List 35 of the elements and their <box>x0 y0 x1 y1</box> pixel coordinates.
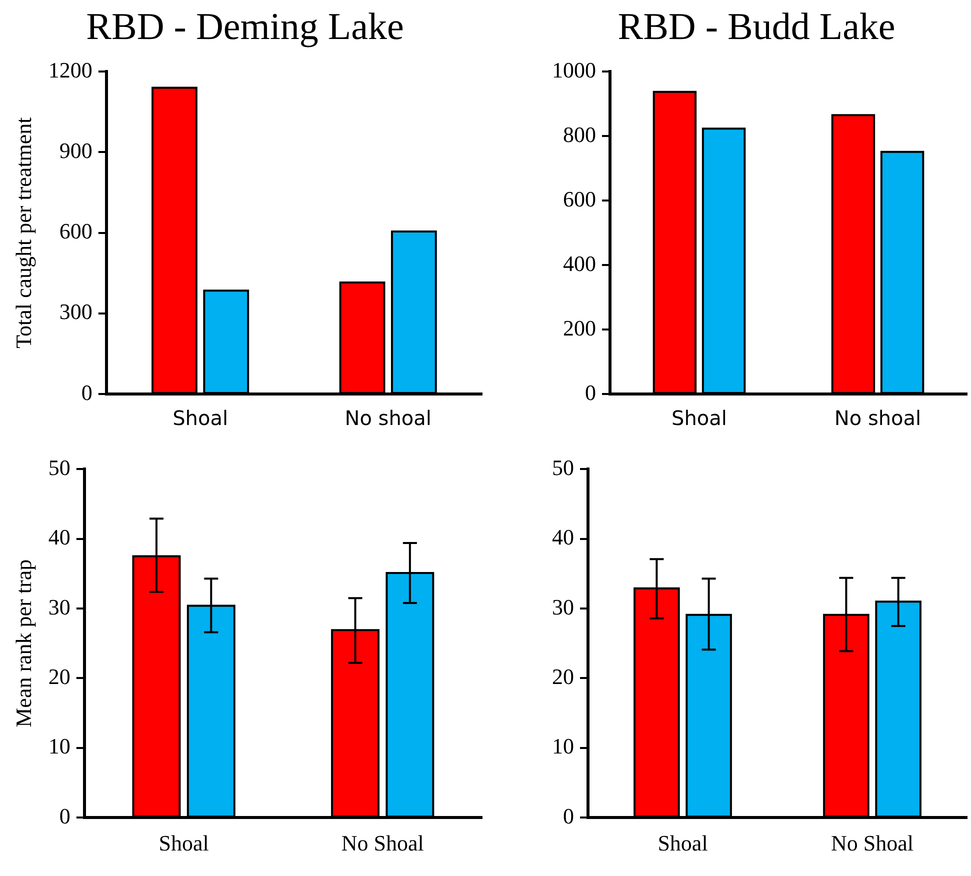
y-tick-label: 1200 <box>48 57 92 82</box>
y-tick-label: 0 <box>81 380 92 405</box>
y-tick-label: 600 <box>563 186 596 212</box>
y-tick-label: 300 <box>59 299 92 324</box>
y-tick-label: 30 <box>48 594 70 620</box>
y-tick-label: 40 <box>48 524 70 550</box>
y-tick-label: 800 <box>563 122 596 147</box>
y-tick-label: 1000 <box>552 57 596 82</box>
x-tick-label: No Shoal <box>341 830 424 856</box>
y-tick-label: 900 <box>59 138 92 163</box>
y-tick-label: 400 <box>563 250 596 276</box>
x-tick-label: No shoal <box>834 406 922 430</box>
y-tick-label: 50 <box>48 454 70 480</box>
chart-title: RBD - Budd Lake <box>618 6 896 48</box>
y-tick-label: 600 <box>59 218 92 244</box>
y-tick-label: 0 <box>585 380 596 405</box>
y-axis-title: Mean rank per trap <box>10 559 36 728</box>
y-tick-label: 0 <box>563 803 574 828</box>
y-tick-label: 20 <box>48 664 70 690</box>
y-tick-label: 50 <box>552 454 574 480</box>
x-tick-label: Shoal <box>672 406 727 430</box>
x-tick-label: No Shoal <box>831 830 914 856</box>
y-tick-label: 200 <box>563 315 596 340</box>
x-tick-label: Shoal <box>658 830 708 856</box>
y-tick-label: 0 <box>59 803 70 828</box>
chart-title: RBD - Deming Lake <box>86 6 404 48</box>
y-tick-label: 10 <box>552 734 574 759</box>
y-tick-label: 30 <box>552 594 574 620</box>
x-tick-label: No shoal <box>344 406 432 430</box>
y-axis-title: Total caught per treatment <box>10 117 36 348</box>
x-tick-label: Shoal <box>172 406 228 430</box>
y-tick-label: 20 <box>552 664 574 690</box>
y-tick-label: 10 <box>48 734 70 759</box>
y-tick-label: 40 <box>552 524 574 550</box>
x-tick-label: Shoal <box>158 830 209 856</box>
